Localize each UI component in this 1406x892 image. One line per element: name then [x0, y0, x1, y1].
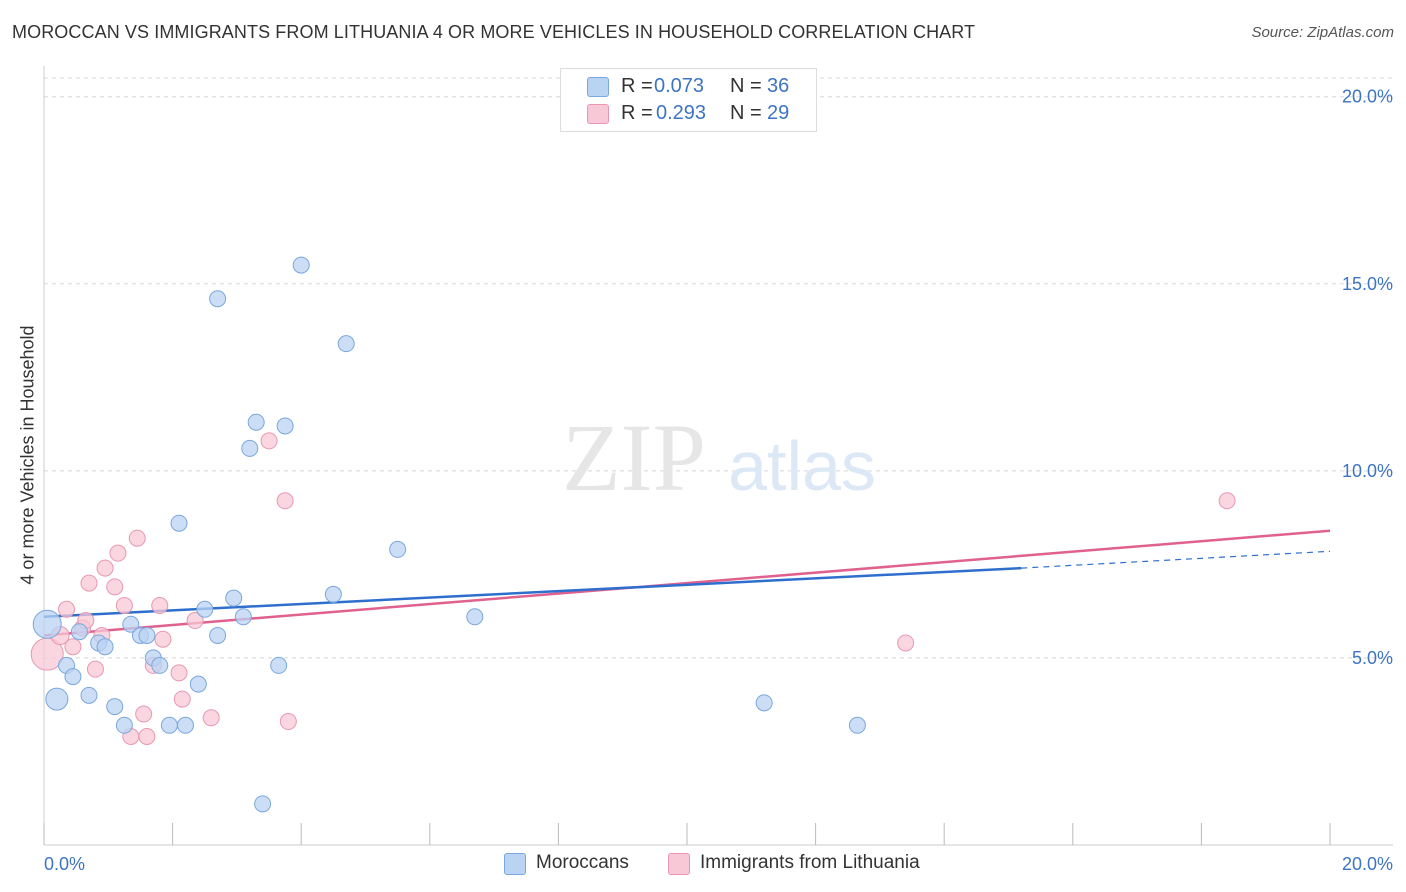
legend-n-label: N =: [730, 102, 762, 124]
point-moroccans-14: [151, 656, 169, 674]
series-lithuania-points: [30, 432, 1236, 745]
y-axis-label: 4 or more Vehicles in Household: [17, 325, 38, 585]
point-moroccans-23: [234, 608, 252, 626]
legend-label-lithuania: Immigrants from Lithuania: [700, 852, 920, 873]
point-moroccans-20: [209, 290, 227, 308]
point-lithuania-27: [897, 634, 915, 652]
point-moroccans-15: [160, 716, 178, 734]
trend-line-moroccans: [43, 566, 1022, 619]
point-moroccans-25: [247, 413, 265, 431]
legend-stats: R = 0.073 N = 36 R = 0.293 N = 29: [560, 68, 817, 132]
point-lithuania-20: [170, 664, 188, 682]
point-moroccans-24: [241, 439, 259, 457]
watermark-zip: ZIP: [562, 404, 706, 511]
point-moroccans-33: [466, 608, 484, 626]
legend-swatch-moroccans: [504, 853, 526, 875]
point-lithuania-6: [80, 574, 98, 592]
point-lithuania-18: [151, 597, 169, 615]
chart-title: MOROCCAN VS IMMIGRANTS FROM LITHUANIA 4 …: [12, 22, 976, 42]
point-lithuania-22: [186, 612, 204, 630]
point-moroccans-22: [225, 589, 243, 607]
legend-r-label: R =: [621, 102, 653, 124]
point-moroccans-35: [848, 716, 866, 734]
legend-r-value: 0.073: [654, 75, 705, 97]
point-moroccans-21: [209, 626, 227, 644]
y-tick-label-2: 15.0%: [1342, 274, 1393, 294]
legend-swatch-lithuania: [587, 104, 609, 124]
point-moroccans-17: [176, 716, 194, 734]
x-tick-label-min: 0.0%: [44, 854, 85, 874]
chart-source: Source: ZipAtlas.com: [1251, 24, 1394, 41]
point-moroccans-34: [755, 694, 773, 712]
point-moroccans-1: [45, 687, 69, 711]
point-lithuania-28: [1218, 492, 1236, 510]
point-moroccans-8: [106, 698, 124, 716]
point-moroccans-31: [337, 335, 355, 353]
gridlines: [44, 77, 1393, 659]
legend-swatch-moroccans: [587, 77, 609, 97]
legend-swatch-lithuania: [668, 853, 690, 875]
x-tick-label-max: 20.0%: [1342, 854, 1393, 874]
legend-r-value: 0.293: [656, 102, 707, 124]
point-moroccans-0: [32, 609, 62, 639]
point-moroccans-9: [115, 716, 133, 734]
point-lithuania-23: [202, 709, 220, 727]
point-moroccans-4: [70, 623, 88, 641]
legend-n-value: 36: [767, 75, 790, 97]
legend-r-label: R =: [621, 75, 653, 97]
y-tick-labels: 5.0% 10.0% 15.0% 20.0%: [1342, 87, 1393, 668]
y-tick-label-3: 20.0%: [1342, 87, 1393, 107]
axes: [43, 66, 1393, 846]
trend-line-moroccans-extension: [1021, 550, 1331, 569]
point-moroccans-10: [122, 615, 140, 633]
point-lithuania-24: [260, 432, 278, 450]
point-lithuania-10: [106, 578, 124, 596]
point-lithuania-26: [279, 713, 297, 731]
point-moroccans-27: [270, 656, 288, 674]
point-lithuania-21: [173, 690, 191, 708]
point-lithuania-14: [128, 529, 146, 547]
point-lithuania-7: [86, 660, 104, 678]
watermark-atlas: atlas: [728, 427, 876, 505]
point-moroccans-7: [96, 638, 114, 656]
point-moroccans-5: [80, 686, 98, 704]
point-lithuania-2: [58, 600, 76, 618]
legend-n-value: 29: [767, 102, 790, 124]
point-moroccans-3: [64, 668, 82, 686]
point-moroccans-12: [138, 626, 156, 644]
point-moroccans-16: [170, 514, 188, 532]
point-moroccans-18: [189, 675, 207, 693]
point-lithuania-15: [135, 705, 153, 723]
legend-n-label: N =: [730, 75, 762, 97]
legend-label-moroccans: Moroccans: [536, 852, 629, 873]
x-tick-labels: 0.0% 20.0%: [44, 854, 1393, 874]
point-moroccans-19: [196, 600, 214, 618]
point-moroccans-28: [276, 417, 294, 435]
y-tick-label-1: 10.0%: [1342, 461, 1393, 481]
watermark: ZIP atlas: [562, 404, 876, 511]
point-lithuania-9: [96, 559, 114, 577]
point-moroccans-32: [389, 540, 407, 558]
point-moroccans-29: [292, 256, 310, 274]
series-moroccans-points: [32, 256, 866, 813]
point-lithuania-3: [64, 638, 82, 656]
point-lithuania-16: [138, 727, 156, 745]
point-moroccans-30: [324, 585, 342, 603]
y-tick-label-0: 5.0%: [1352, 648, 1393, 668]
point-lithuania-12: [115, 597, 133, 615]
point-lithuania-19: [154, 630, 172, 648]
point-moroccans-26: [254, 795, 272, 813]
trend-line-lithuania: [43, 529, 1331, 637]
point-lithuania-11: [109, 544, 127, 562]
point-lithuania-25: [276, 492, 294, 510]
